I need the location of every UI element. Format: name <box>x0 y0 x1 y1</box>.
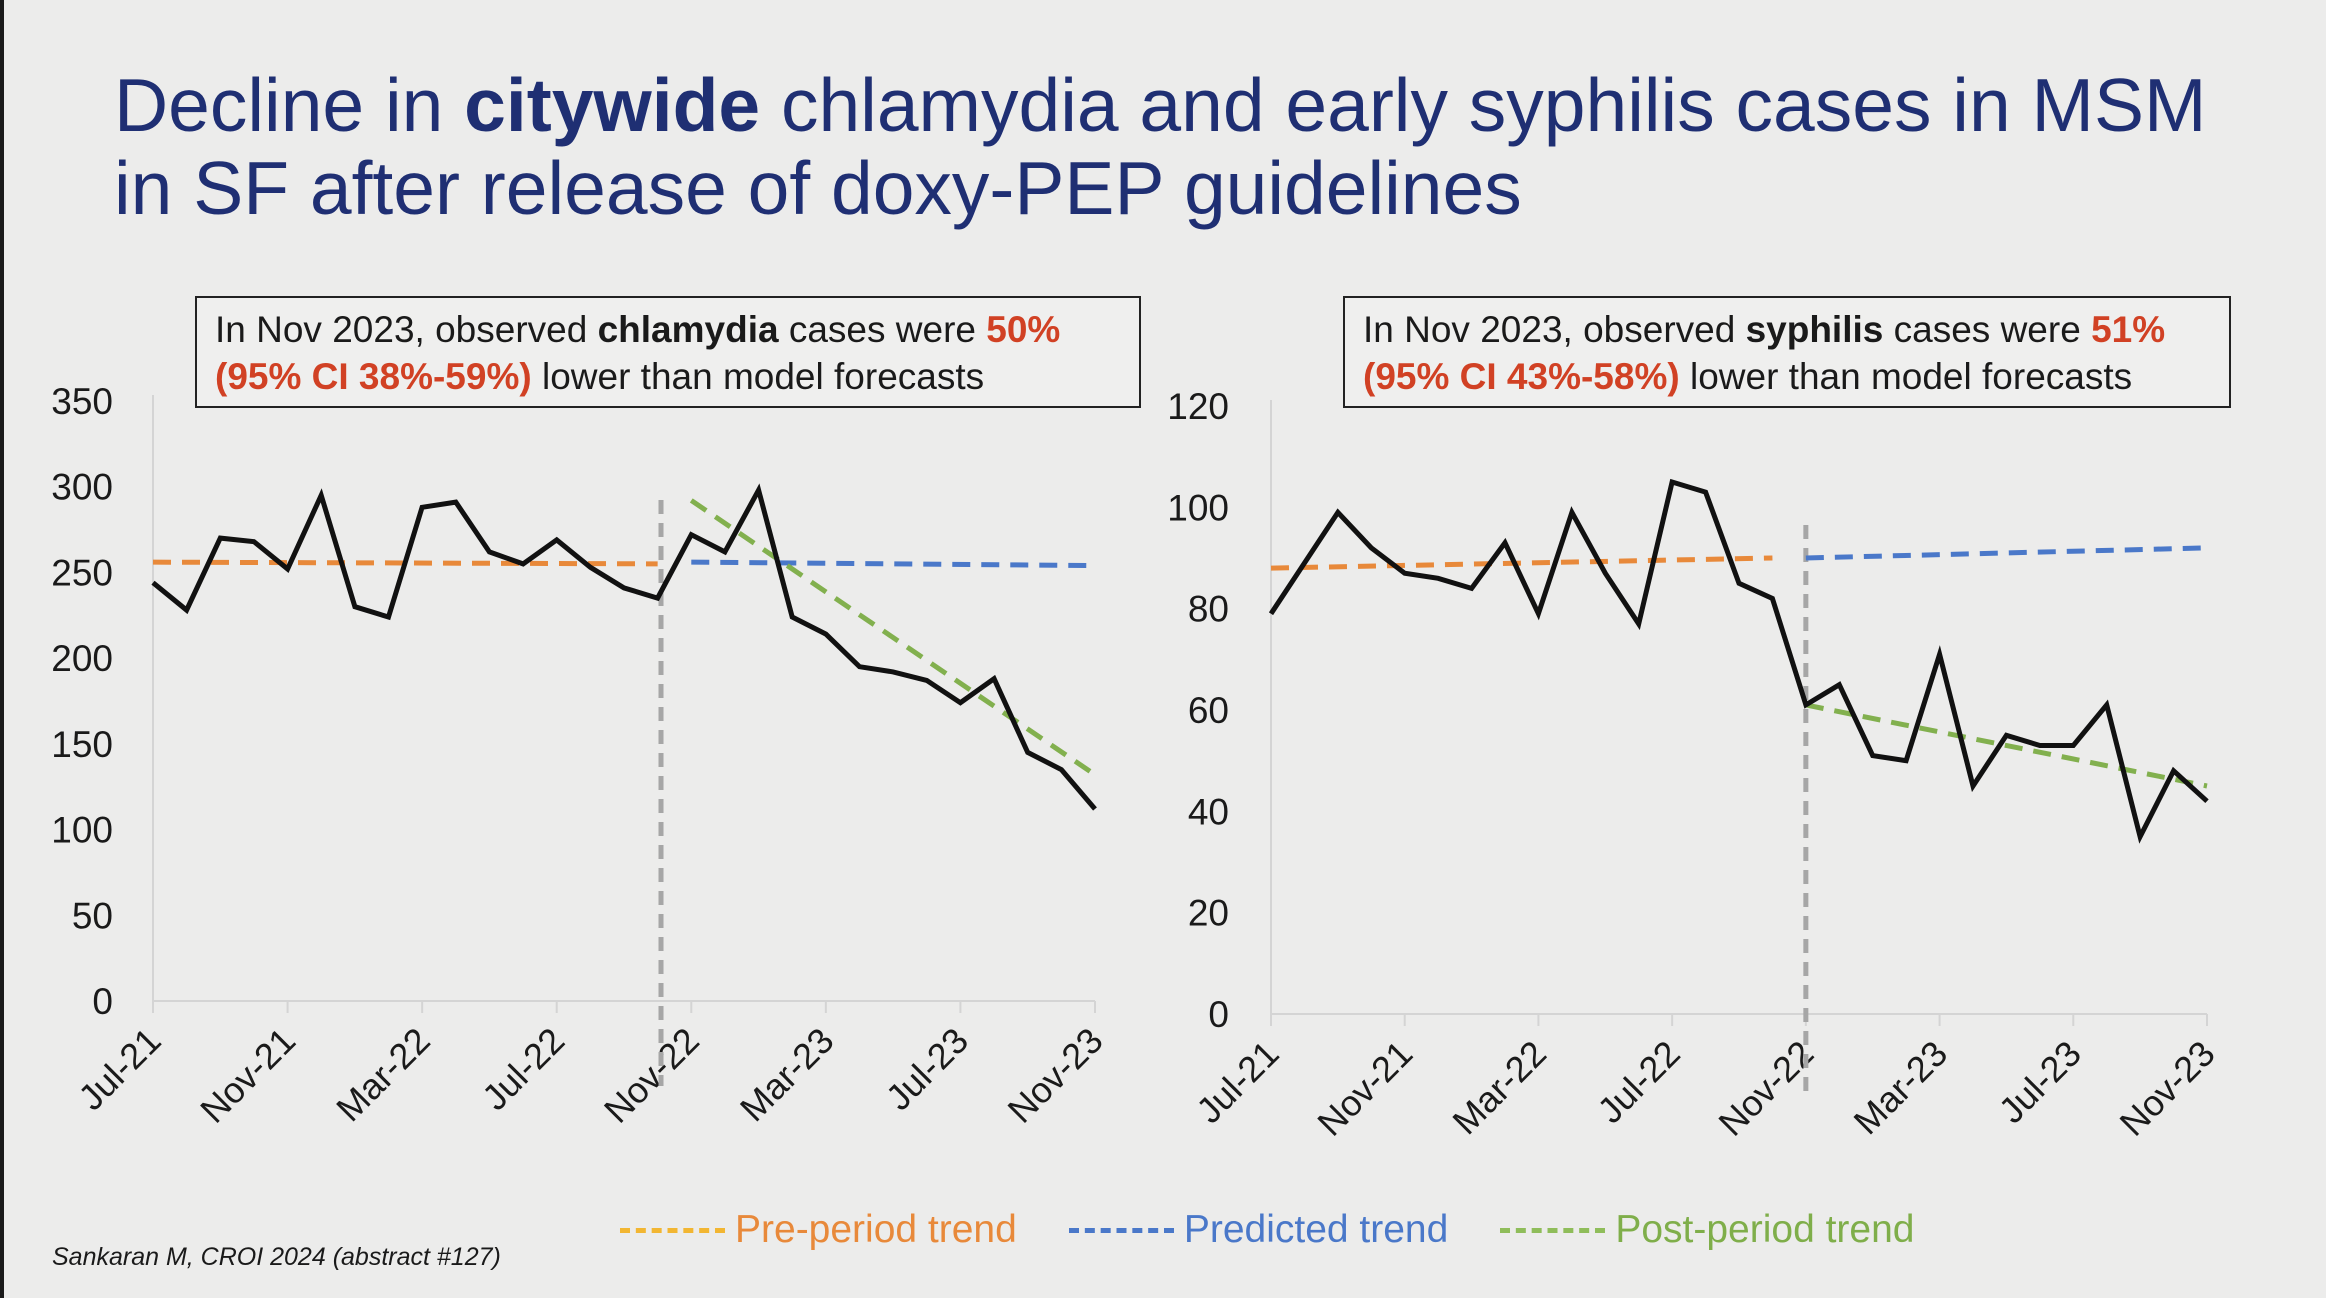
legend-swatch-post <box>1500 1227 1606 1233</box>
chlamydia-observed-cases-line <box>151 483 1097 811</box>
chlamydia-annotation-box: In Nov 2023, observed chlamydia cases we… <box>195 296 1141 408</box>
legend-item-post-period: Post-period trend <box>1500 1208 1915 1252</box>
syphilis-x-tick-label: Nov-23 <box>2112 1033 2223 1144</box>
chart-legend: Pre-period trend Predicted trend Post-pe… <box>620 1200 1967 1260</box>
legend-item-predicted: Predicted trend <box>1068 1208 1449 1252</box>
syphilis-x-tick-label: Mar-23 <box>1846 1033 1956 1143</box>
syphilis-x-tick-label: Nov-21 <box>1309 1033 1420 1144</box>
syphilis-x-tick-label: Jul-22 <box>1589 1033 1687 1131</box>
chlamydia-y-tick-label: 350 <box>51 381 113 422</box>
chlamydia-y-tick-label: 250 <box>51 552 113 593</box>
chlamydia-y-tick-label: 0 <box>92 981 113 1022</box>
syphilis-x-tick-label: Jul-23 <box>1991 1033 2089 1131</box>
syphilis-y-tick-label: 100 <box>1167 487 1229 528</box>
syphilis-y-tick-label: 60 <box>1188 690 1229 731</box>
legend-swatch-predicted <box>1068 1227 1174 1233</box>
syphilis-y-tick-label: 80 <box>1188 589 1229 630</box>
chlamydia-y-tick-label: 100 <box>51 810 113 851</box>
chlamydia-post-trend-line <box>689 498 1097 777</box>
syphilis-predicted-trend-line <box>1805 545 2208 561</box>
legend-label-post: Post-period trend <box>1615 1208 1915 1251</box>
syphilis-y-tick-label: 120 <box>1167 386 1229 427</box>
syphilis-y-tick-label: 40 <box>1188 791 1229 832</box>
syphilis-observed-cases-line <box>1268 478 2209 844</box>
chlamydia-y-tick-label: 200 <box>51 638 113 679</box>
legend-swatch-pre <box>620 1227 725 1233</box>
syphilis-y-tick-label: 0 <box>1208 994 1229 1035</box>
syphilis-annotation-box: In Nov 2023, observed syphilis cases wer… <box>1343 296 2231 408</box>
chlamydia-y-tick-label: 50 <box>72 895 113 936</box>
chlamydia-predicted-trend-line <box>691 559 1096 569</box>
syphilis-post-trend-line <box>1805 702 2208 789</box>
syphilis-y-tick-label: 20 <box>1188 893 1229 934</box>
slide-title: Decline in citywide chlamydia and early … <box>114 63 2207 230</box>
legend-item-pre-period: Pre-period trend <box>620 1208 1017 1252</box>
chlamydia-y-tick-label: 300 <box>51 467 113 508</box>
chlamydia-y-tick-label: 150 <box>51 724 113 765</box>
left-edge-bar <box>0 0 4 1298</box>
chlamydia-pre-trend-line <box>152 559 658 567</box>
syphilis-x-tick-label: Jul-21 <box>1188 1033 1286 1131</box>
syphilis-x-tick-label: Mar-22 <box>1444 1033 1554 1143</box>
source-citation: Sankaran M, CROI 2024 (abstract #127) <box>52 1243 501 1271</box>
legend-label-predicted: Predicted trend <box>1183 1208 1449 1251</box>
syphilis-pre-trend-line <box>1270 555 1773 571</box>
legend-label-pre: Pre-period trend <box>735 1208 1017 1251</box>
